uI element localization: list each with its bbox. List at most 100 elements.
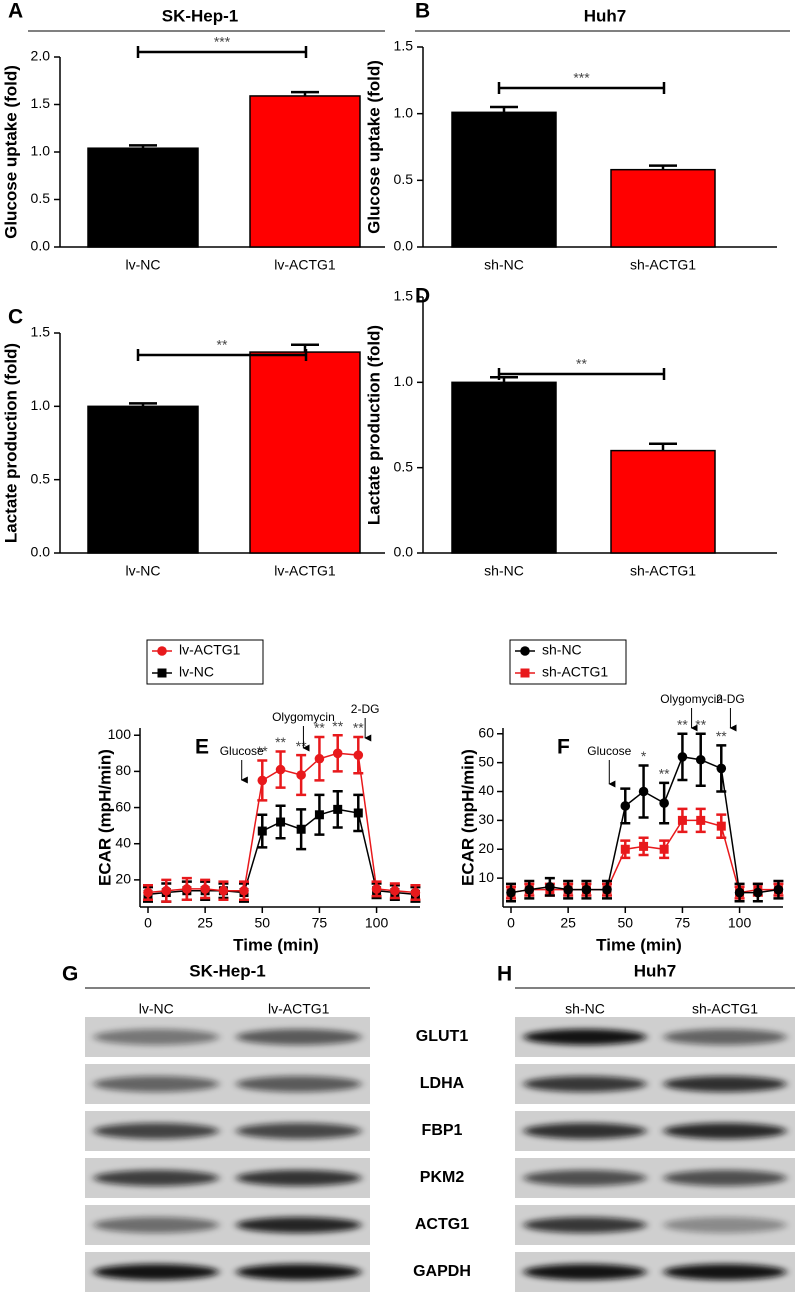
error-bar — [649, 164, 677, 170]
y-tick-label: 1.5 — [394, 288, 414, 304]
y-tick-label: 1.0 — [394, 373, 414, 389]
y-tick-label: 0.0 — [31, 238, 51, 254]
data-point — [602, 884, 612, 895]
y-axis-label: ECAR (mpH/min) — [95, 749, 114, 886]
data-point — [773, 884, 784, 895]
panel-title: SK-Hep-1 — [189, 961, 266, 980]
panel-letter: B — [415, 0, 430, 23]
y-axis-label: Lactate production (fold) — [364, 325, 383, 525]
band — [663, 1170, 787, 1186]
data-point — [695, 754, 706, 765]
data-point — [545, 881, 555, 892]
significance-label: ** — [677, 716, 688, 732]
significance-label: ** — [353, 720, 364, 736]
bar — [87, 147, 199, 248]
data-point — [353, 808, 363, 818]
legend-marker — [157, 668, 167, 678]
panel-letter: A — [8, 0, 23, 23]
data-point — [716, 821, 726, 831]
x-tick-label: lv-ACTG1 — [274, 563, 336, 579]
x-tick-label: 100 — [728, 915, 752, 931]
band — [663, 1076, 787, 1092]
x-tick-label: 25 — [197, 915, 213, 931]
significance-bracket — [136, 349, 308, 361]
error-bar — [649, 442, 677, 451]
data-point — [200, 884, 210, 894]
x-tick-label: 100 — [365, 915, 389, 931]
lane-label: lv-NC — [139, 1001, 174, 1017]
legend-marker — [520, 646, 530, 656]
protein-label: LDHA — [420, 1075, 465, 1092]
data-point — [275, 764, 286, 775]
significance-label: ** — [695, 716, 706, 732]
x-tick-label: 0 — [144, 915, 152, 931]
data-point — [371, 884, 382, 894]
y-axis-label: Glucose uptake (fold) — [1, 65, 20, 239]
protein-label: GLUT1 — [416, 1028, 469, 1045]
x-tick-label: 50 — [617, 915, 633, 931]
y-tick-label: 0.5 — [31, 470, 51, 486]
band — [236, 1170, 362, 1186]
band — [523, 1264, 647, 1280]
legend-marker — [157, 646, 167, 656]
band — [93, 1076, 219, 1092]
y-tick-label: 1.0 — [31, 397, 51, 413]
band — [663, 1123, 787, 1139]
bar — [249, 95, 361, 248]
panel-title: Huh7 — [584, 6, 627, 25]
data-point — [677, 815, 687, 825]
lane-label: sh-NC — [565, 1001, 605, 1017]
y-tick-label: 20 — [478, 840, 494, 856]
significance-label: ** — [296, 738, 307, 754]
data-point — [161, 885, 172, 896]
legend-label: lv-NC — [179, 664, 214, 680]
x-tick-label: lv-NC — [126, 257, 161, 273]
significance-label: *** — [214, 34, 231, 50]
panel-letter: E — [195, 736, 209, 759]
band — [236, 1217, 362, 1233]
band — [93, 1217, 219, 1233]
band — [236, 1123, 362, 1139]
data-point — [296, 824, 306, 834]
band — [523, 1123, 647, 1139]
significance-label: ** — [314, 720, 325, 736]
y-tick-label: 100 — [108, 726, 132, 742]
y-tick-label: 1.5 — [31, 95, 51, 111]
significance-label: ** — [659, 766, 670, 782]
data-point — [257, 775, 268, 786]
data-point — [239, 885, 249, 896]
data-point — [390, 885, 400, 896]
y-tick-label: 40 — [115, 834, 131, 850]
bar — [451, 111, 557, 248]
protein-label: ACTG1 — [415, 1216, 469, 1233]
x-tick-label: 75 — [312, 915, 328, 931]
band — [93, 1170, 219, 1186]
y-tick-label: 0.5 — [394, 458, 414, 474]
data-point — [734, 887, 745, 898]
bar — [87, 405, 199, 554]
data-point — [314, 753, 325, 764]
data-point — [182, 884, 192, 894]
data-point — [753, 887, 763, 898]
x-tick-label: sh-ACTG1 — [630, 563, 696, 579]
x-tick-label: sh-NC — [484, 257, 524, 273]
significance-label: ** — [257, 743, 268, 759]
band — [93, 1029, 219, 1045]
data-point — [659, 798, 669, 808]
significance-bracket — [136, 46, 308, 58]
annotation-label: Olygomycin — [272, 710, 335, 724]
data-point — [218, 885, 229, 896]
data-point — [620, 844, 630, 854]
band — [236, 1076, 362, 1092]
panel-letter: D — [415, 285, 430, 308]
data-point — [716, 763, 727, 774]
significance-label: * — [641, 748, 647, 764]
bar — [610, 449, 716, 554]
annotation-label: Olygomycin — [660, 692, 723, 706]
significance-bracket — [497, 82, 666, 94]
error-bar — [129, 144, 157, 149]
band — [523, 1170, 647, 1186]
band — [93, 1123, 219, 1139]
x-axis-label: Time (min) — [233, 935, 319, 954]
significance-label: ** — [576, 356, 587, 372]
